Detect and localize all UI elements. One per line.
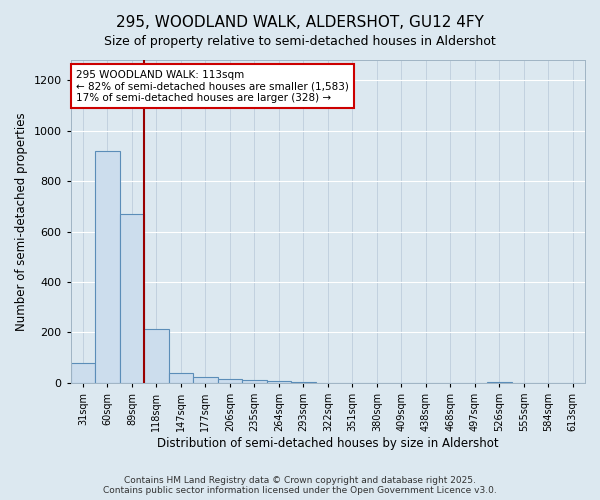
Bar [291,382,316,383]
Bar [119,214,144,383]
Bar [71,362,95,383]
Bar [144,328,169,383]
Bar [487,382,512,383]
Bar [242,380,266,383]
Y-axis label: Number of semi-detached properties: Number of semi-detached properties [15,112,28,331]
Text: 295, WOODLAND WALK, ALDERSHOT, GU12 4FY: 295, WOODLAND WALK, ALDERSHOT, GU12 4FY [116,15,484,30]
Bar [193,376,218,383]
Bar [169,373,193,383]
X-axis label: Distribution of semi-detached houses by size in Aldershot: Distribution of semi-detached houses by … [157,437,499,450]
Text: Contains HM Land Registry data © Crown copyright and database right 2025.
Contai: Contains HM Land Registry data © Crown c… [103,476,497,495]
Text: 295 WOODLAND WALK: 113sqm
← 82% of semi-detached houses are smaller (1,583)
17% : 295 WOODLAND WALK: 113sqm ← 82% of semi-… [76,70,349,103]
Bar [218,379,242,383]
Bar [266,381,291,383]
Bar [95,151,119,383]
Text: Size of property relative to semi-detached houses in Aldershot: Size of property relative to semi-detach… [104,35,496,48]
